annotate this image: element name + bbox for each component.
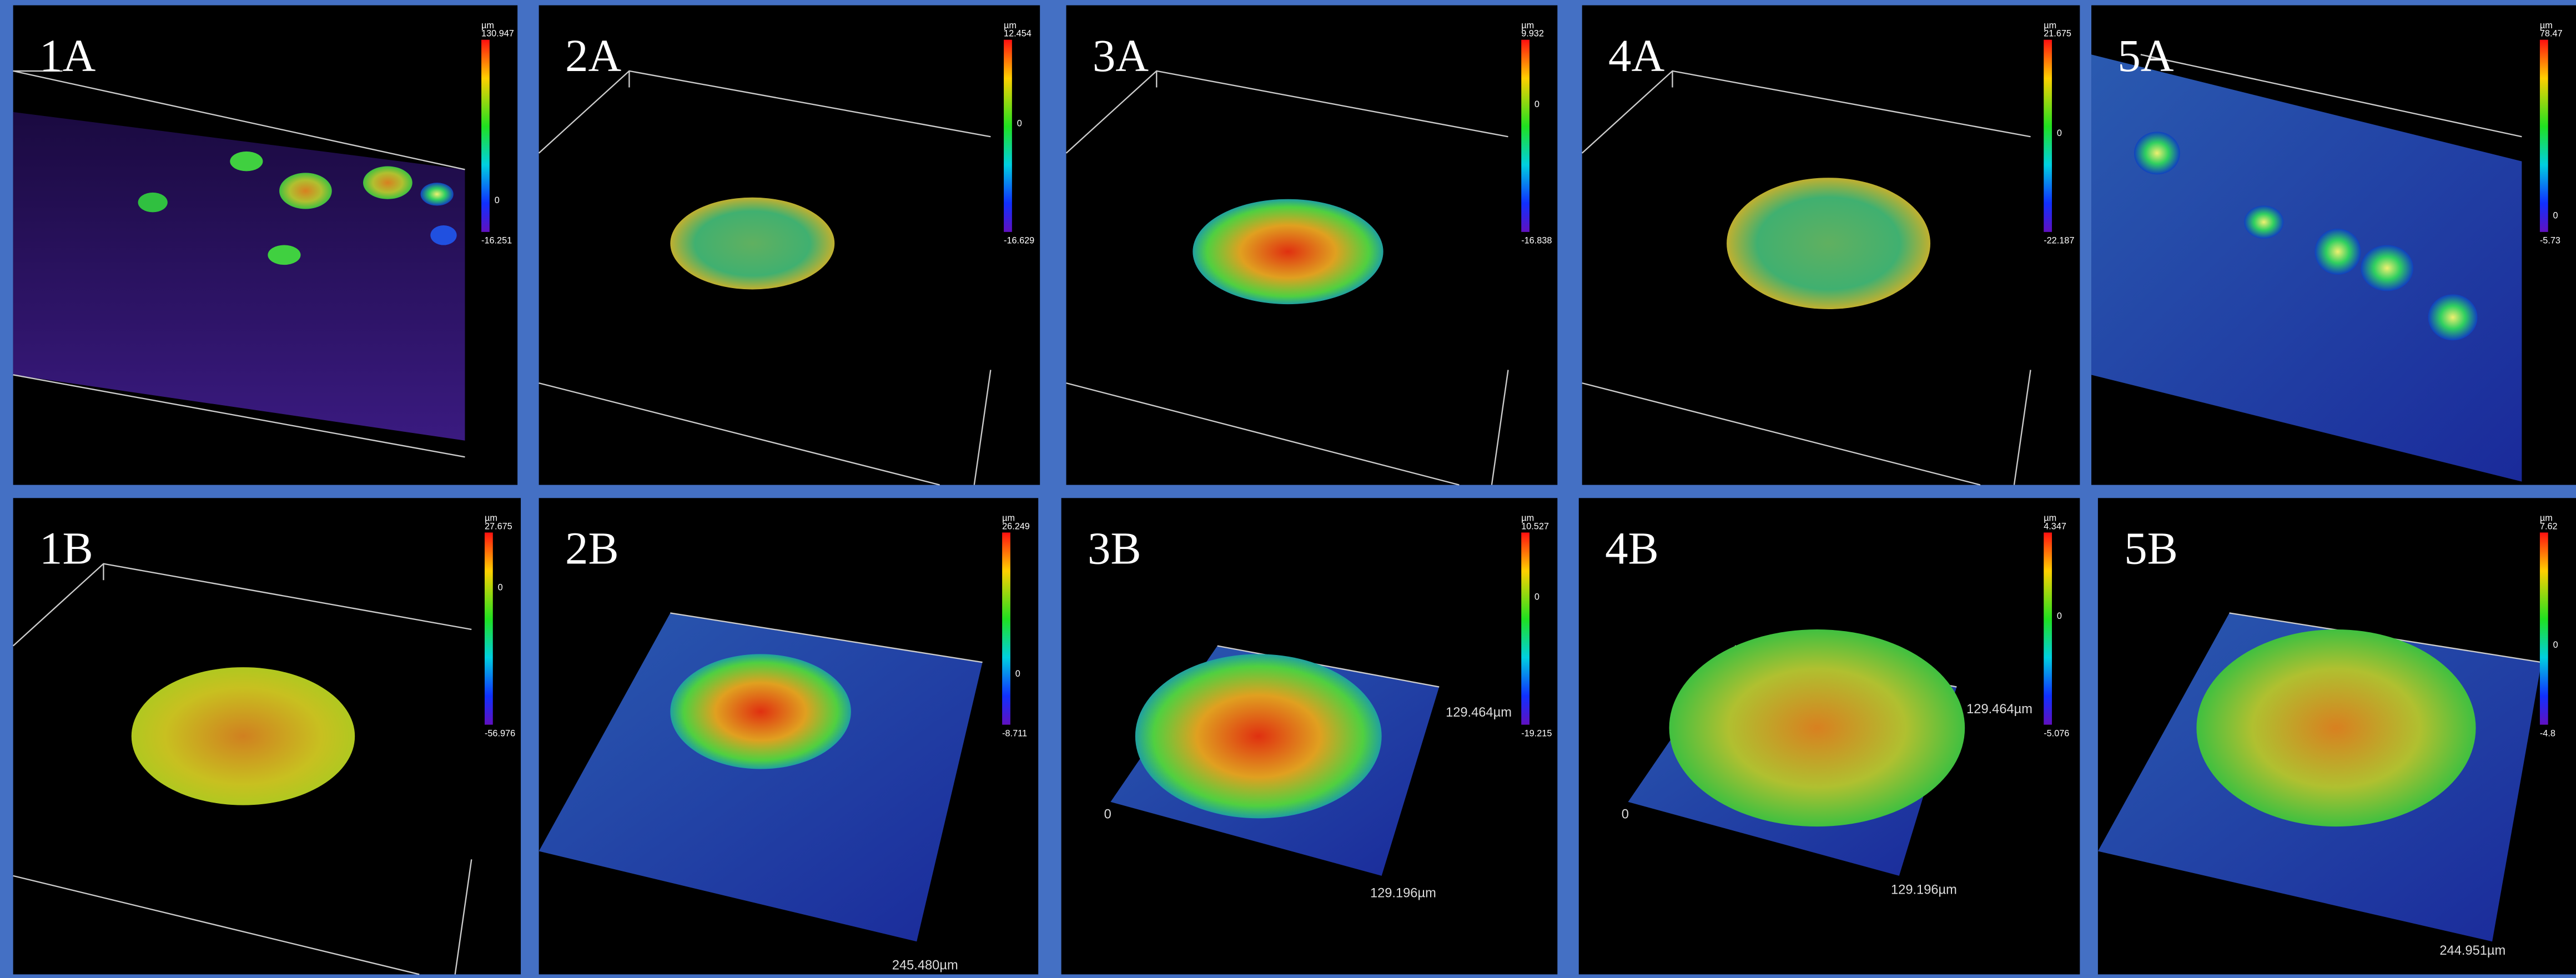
surface-feature (268, 245, 300, 265)
panel-label: 3A (1093, 30, 1149, 81)
colorbar-zero: 0 (2057, 128, 2062, 138)
dimension-label: 244.951µm (2439, 944, 2505, 958)
panel-label: 1A (39, 30, 95, 81)
dimension-label: 129.464µm (1966, 702, 2032, 717)
colorbar (2540, 40, 2548, 232)
colorbar-zero: 0 (2057, 611, 2062, 621)
colorbar-max: 12.454 (1004, 29, 1032, 39)
panel-label: 5A (2117, 30, 2174, 81)
surface-feature (670, 198, 834, 290)
surface-feature (138, 193, 168, 213)
dimension-label: 0 (1104, 807, 1111, 821)
panel: 3Aµm9.9320-16.838 (1066, 6, 1558, 485)
surface-feature (1727, 178, 1930, 309)
surface-feature (670, 654, 851, 769)
surface-feature (421, 183, 454, 205)
colorbar-zero: 0 (498, 582, 503, 592)
panel-label: 3B (1088, 523, 1141, 574)
colorbar-zero: 0 (495, 195, 500, 205)
surface-feature (230, 152, 263, 172)
colorbar-zero: 0 (1017, 118, 1022, 128)
panel-label: 5B (2124, 523, 2178, 574)
colorbar (1004, 40, 1012, 232)
colorbar-min: -5.73 (2540, 236, 2560, 246)
colorbar-zero: 0 (1015, 669, 1020, 679)
surface-feature (1135, 654, 1382, 818)
colorbar-min: -56.976 (485, 728, 515, 738)
dimension-label: 0 (1622, 807, 1629, 821)
colorbar-min: -8.711 (1002, 728, 1027, 738)
colorbar-max: 78.47 (2540, 29, 2563, 39)
panel-label: 2B (565, 523, 619, 574)
colorbar-max: 21.675 (2044, 29, 2071, 39)
dimension-label: 129.196µm (1370, 886, 1436, 900)
colorbar-zero: 0 (2553, 640, 2558, 650)
panel-label: 4B (1605, 523, 1659, 574)
surface-feature (2361, 245, 2413, 291)
colorbar (485, 532, 493, 724)
colorbar-zero: 0 (2553, 211, 2558, 221)
colorbar-min: -16.838 (1521, 236, 1552, 246)
surface-feature (430, 225, 456, 245)
panel-label: 1B (39, 523, 93, 574)
colorbar-min: -16.251 (481, 236, 512, 246)
colorbar-max: 7.62 (2540, 521, 2558, 531)
dimension-label: 129.464µm (1446, 705, 1512, 720)
colorbar-max: 130.947 (481, 29, 514, 39)
surface-feature (2315, 229, 2361, 275)
colorbar (481, 40, 490, 232)
colorbar (1521, 532, 1530, 724)
colorbar-zero: 0 (1534, 592, 1539, 602)
colorbar-min: -5.076 (2044, 728, 2069, 738)
surface-feature (2134, 132, 2180, 174)
colorbar (1002, 532, 1010, 724)
colorbar-max: 10.527 (1521, 521, 1549, 531)
surface-feature (2244, 206, 2283, 239)
surface-feature (2428, 294, 2478, 340)
colorbar-zero: 0 (1534, 99, 1539, 109)
dimension-label: 245.480µm (892, 959, 958, 973)
surface-feature (363, 167, 412, 199)
colorbar-min: -22.187 (2044, 236, 2074, 246)
dimension-label: 129.196µm (1891, 883, 1957, 897)
colorbar-max: 4.347 (2044, 521, 2066, 531)
surface-feature (1669, 629, 1965, 826)
surface-feature (132, 667, 355, 805)
colorbar-min: -4.8 (2540, 728, 2555, 738)
colorbar-max: 27.675 (485, 521, 512, 531)
colorbar (2540, 532, 2548, 724)
surface-feature (279, 173, 332, 209)
panel-label: 2A (565, 30, 621, 81)
colorbar (2044, 532, 2052, 724)
surface-feature (1193, 199, 1383, 304)
colorbar-min: -16.629 (1004, 236, 1034, 246)
colorbar-max: 9.932 (1521, 29, 1544, 39)
colorbar-max: 26.249 (1002, 521, 1030, 531)
surface-feature (2196, 629, 2476, 826)
panel-label: 4A (1608, 30, 1664, 81)
colorbar-min: -19.215 (1521, 728, 1552, 738)
colorbar (1521, 40, 1530, 232)
figure: 1Aµm130.9470-16.2512Aµm12.4540-16.6293Aµ… (0, 0, 2576, 978)
colorbar (2044, 40, 2052, 232)
